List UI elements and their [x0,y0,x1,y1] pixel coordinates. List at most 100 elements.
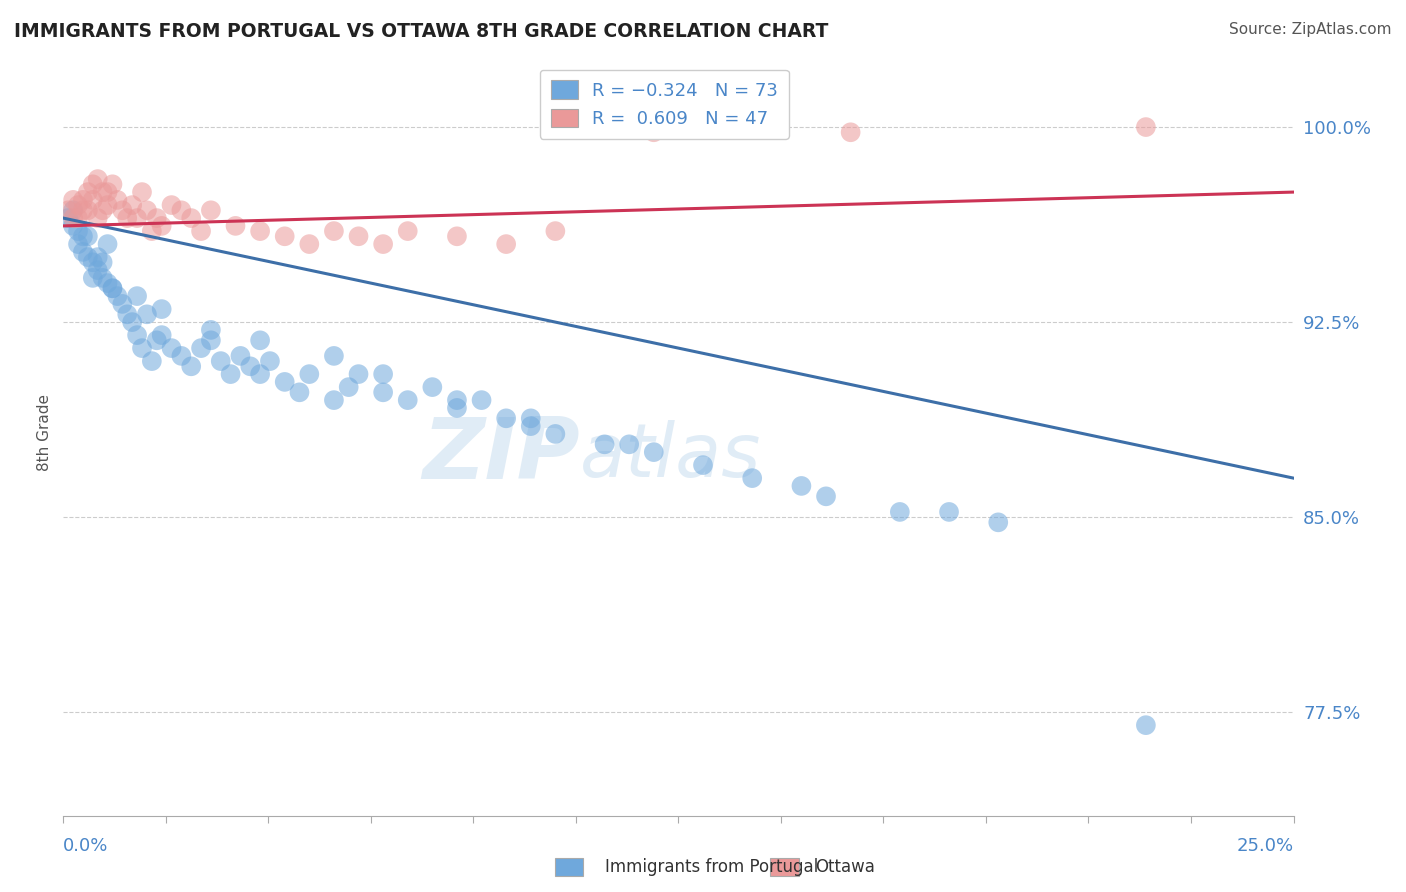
Point [136,203,159,218]
Point [96,185,118,199]
Point [219,367,242,381]
Point [495,237,517,252]
Point [987,516,1010,530]
Point [101,281,124,295]
Point [288,385,311,400]
Point [150,219,173,233]
Point [323,393,346,408]
Point [323,224,346,238]
Point [249,224,271,238]
Point [323,349,346,363]
Point [1135,718,1157,732]
Point [115,307,138,321]
Point [371,367,394,381]
Point [790,479,813,493]
Point [815,489,838,503]
Point [741,471,763,485]
Point [259,354,281,368]
Point [56,211,79,225]
Point [62,203,84,218]
Point [56,203,79,218]
Point [127,211,148,225]
Point [107,289,129,303]
Point [67,224,90,238]
Point [593,437,616,451]
Point [200,323,222,337]
Point [347,229,370,244]
Point [101,281,124,295]
Text: IMMIGRANTS FROM PORTUGAL VS OTTAWA 8TH GRADE CORRELATION CHART: IMMIGRANTS FROM PORTUGAL VS OTTAWA 8TH G… [14,22,828,41]
Point [76,203,98,218]
Point [146,334,169,348]
Point [115,211,138,225]
Point [127,289,148,303]
Point [544,224,567,238]
Point [1135,120,1157,134]
Point [82,255,104,269]
Point [62,211,84,225]
Point [76,229,98,244]
Point [111,297,134,311]
Point [67,237,90,252]
Point [72,193,94,207]
Point [72,244,94,259]
Point [520,411,543,425]
Point [190,341,212,355]
Point [544,426,567,441]
Point [839,125,862,139]
Point [136,307,159,321]
Point [160,198,183,212]
Point [76,185,98,199]
Text: Ottawa: Ottawa [815,858,876,876]
Y-axis label: 8th Grade: 8th Grade [37,394,52,471]
Point [446,401,468,415]
Point [82,193,104,207]
Point [446,393,468,408]
Point [229,349,252,363]
Point [298,367,321,381]
Point [180,359,202,374]
Point [170,349,193,363]
Point [298,237,321,252]
Point [91,203,114,218]
Point [62,193,84,207]
Point [111,203,134,218]
Point [82,178,104,192]
Point [141,224,163,238]
Point [225,219,247,233]
Text: atlas: atlas [579,419,762,491]
Point [127,328,148,343]
Point [643,445,665,459]
Point [72,203,94,218]
Point [180,211,202,225]
Text: Source: ZipAtlas.com: Source: ZipAtlas.com [1229,22,1392,37]
Point [396,224,419,238]
Point [209,354,232,368]
Point [62,219,84,233]
Point [470,393,494,408]
Point [396,393,419,408]
Point [101,178,124,192]
Point [87,263,110,277]
Point [249,334,271,348]
Point [146,211,169,225]
Point [495,411,517,425]
Text: Immigrants from Portugal: Immigrants from Portugal [605,858,818,876]
Point [273,229,295,244]
Point [82,271,104,285]
Point [72,229,94,244]
Point [67,211,90,225]
Point [150,302,173,317]
Text: 25.0%: 25.0% [1236,837,1294,855]
Point [87,211,110,225]
Point [121,198,143,212]
Point [141,354,163,368]
Point [107,193,129,207]
Point [337,380,360,394]
Point [131,185,153,199]
Point [91,271,114,285]
Point [249,367,271,381]
Point [619,437,641,451]
Point [239,359,262,374]
Point [446,229,468,244]
